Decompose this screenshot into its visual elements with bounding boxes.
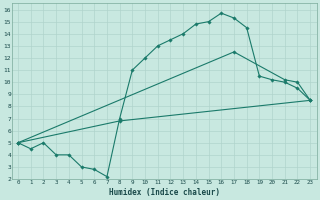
X-axis label: Humidex (Indice chaleur): Humidex (Indice chaleur) bbox=[108, 188, 220, 197]
